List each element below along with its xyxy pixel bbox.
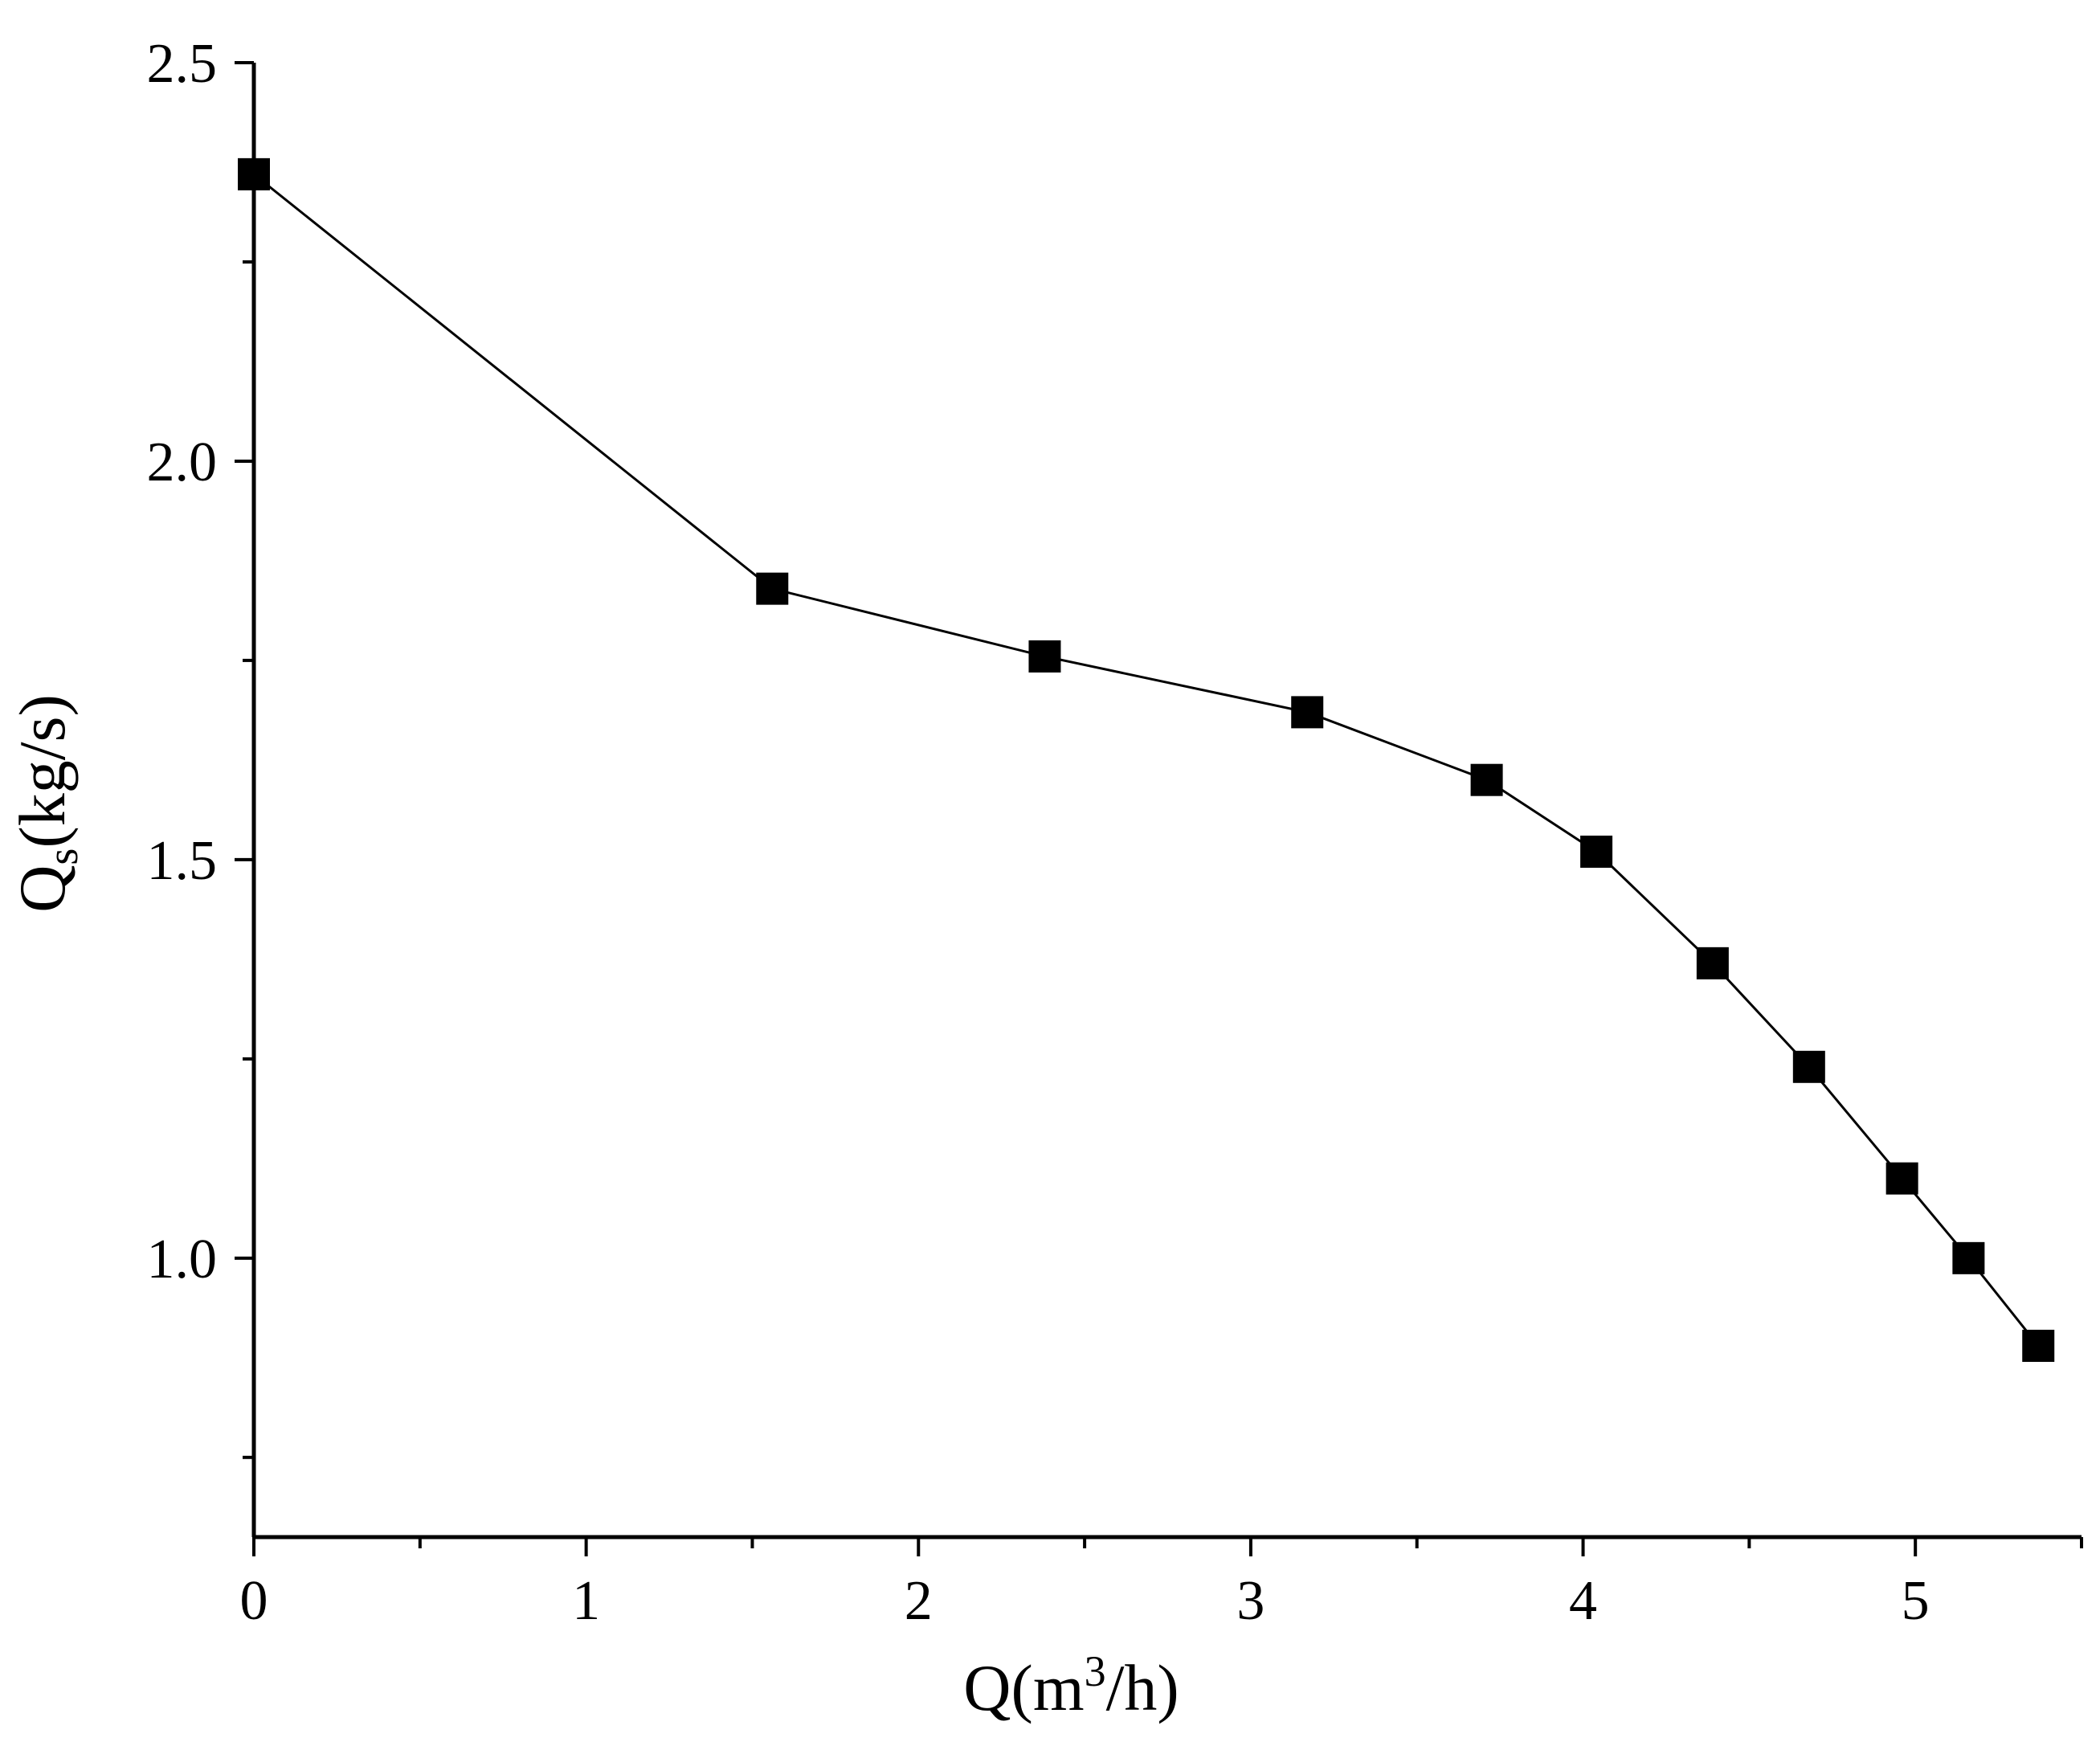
y-axis-title-tail: (kg/s) [6,694,79,848]
x-axis-title-sup: 3 [1085,1647,1106,1695]
series-line [253,173,2040,1347]
data-point-marker [1470,763,1503,796]
x-tick-label: 2 [905,1570,933,1632]
x-axis-title: Q(m3/h) [963,1647,1179,1724]
x-tick-label: 3 [1236,1570,1264,1632]
data-point-marker [756,572,789,605]
x-tick-label: 5 [1902,1570,1930,1632]
y-axis-title-sub: s [39,848,87,865]
data-point-marker [1886,1162,1918,1195]
data-point-marker [1792,1050,1825,1083]
data-point-marker [1696,947,1729,979]
data-point-marker [1952,1241,1985,1274]
axes [251,63,2082,1540]
x-tick-label: 1 [572,1570,600,1632]
y-tick-label: 2.0 [147,431,218,493]
data-point-marker [238,157,270,190]
data-series [238,157,2055,1362]
data-point-marker [1580,835,1613,868]
data-point-marker [1028,640,1061,673]
y-axis-title: Qs(kg/s) [6,694,87,913]
data-point-marker [1291,696,1324,729]
y-axis-title-base: Q [6,865,79,913]
data-point-marker [2022,1329,2055,1362]
ticks: 0 1 2 3 4 5 1.0 1.5 2.0 2.5 [147,33,2083,1632]
y-tick-label: 1.0 [147,1229,218,1290]
x-axis-title-base: Q(m [963,1651,1084,1724]
x-axis-title-tail: /h) [1106,1651,1179,1724]
x-tick-label: 0 [240,1570,268,1632]
y-tick-label: 1.5 [147,830,218,892]
y-tick-label: 2.5 [147,33,218,95]
x-tick-label: 4 [1569,1570,1597,1632]
